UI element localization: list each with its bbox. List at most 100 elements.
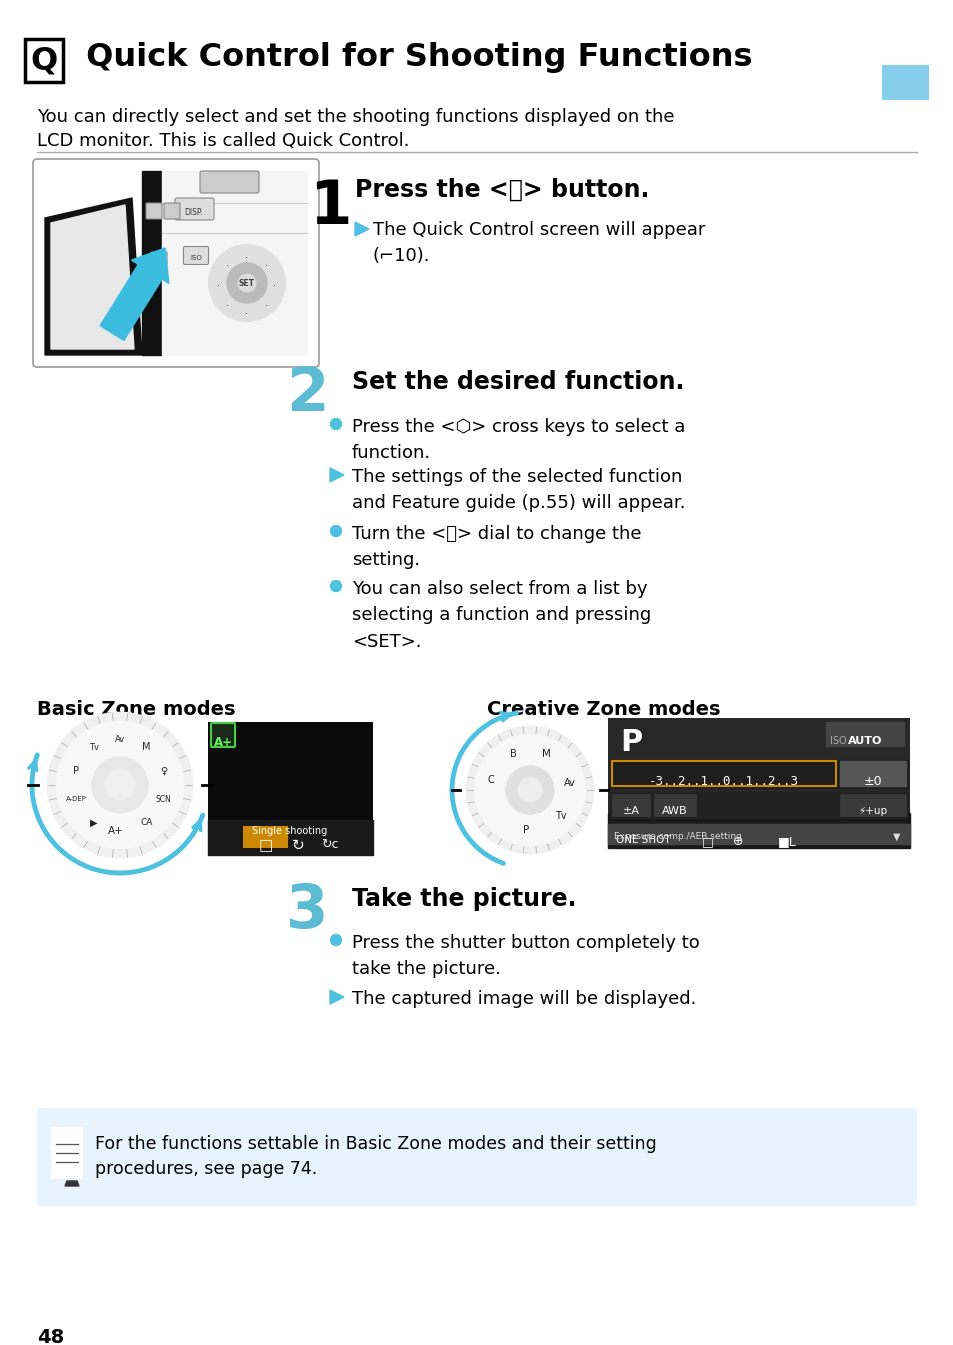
Text: .: . bbox=[226, 258, 229, 268]
Text: Press the <⬡> cross keys to select a
function.: Press the <⬡> cross keys to select a fun… bbox=[352, 418, 684, 463]
Bar bbox=[609, 760, 907, 788]
Text: For the functions settable in Basic Zone modes and their setting: For the functions settable in Basic Zone… bbox=[95, 1135, 656, 1153]
FancyBboxPatch shape bbox=[164, 203, 180, 219]
Polygon shape bbox=[65, 1181, 79, 1186]
Text: A-DEP: A-DEP bbox=[66, 796, 87, 802]
Bar bbox=[607, 718, 909, 847]
Polygon shape bbox=[100, 247, 169, 340]
Text: Tv: Tv bbox=[89, 742, 98, 752]
Text: ↻: ↻ bbox=[292, 838, 304, 853]
Polygon shape bbox=[330, 990, 344, 1003]
Polygon shape bbox=[355, 222, 369, 235]
FancyBboxPatch shape bbox=[151, 252, 167, 266]
Circle shape bbox=[91, 757, 148, 812]
Text: Press the <Ⓠ> button.: Press the <Ⓠ> button. bbox=[355, 178, 649, 202]
Text: .: . bbox=[265, 297, 268, 308]
Text: Set the desired function.: Set the desired function. bbox=[352, 370, 683, 394]
Text: Av: Av bbox=[563, 777, 575, 788]
Bar bbox=[243, 826, 288, 847]
Text: Press the shutter button completely to
take the picture.: Press the shutter button completely to t… bbox=[352, 933, 699, 978]
Text: ONE SHOT: ONE SHOT bbox=[616, 835, 670, 845]
Bar bbox=[825, 722, 903, 746]
Text: M: M bbox=[542, 749, 551, 759]
Text: LCD monitor. This is called Quick Control.: LCD monitor. This is called Quick Contro… bbox=[37, 132, 409, 151]
Text: AWB: AWB bbox=[661, 806, 687, 816]
Circle shape bbox=[57, 722, 183, 847]
Text: You can directly select and set the shooting functions displayed on the: You can directly select and set the shoo… bbox=[37, 108, 674, 126]
Bar bbox=[609, 792, 907, 818]
Bar bbox=[208, 722, 373, 855]
Text: P: P bbox=[73, 765, 79, 776]
Text: 1: 1 bbox=[309, 178, 351, 237]
Text: B: B bbox=[509, 749, 516, 759]
FancyBboxPatch shape bbox=[174, 198, 213, 221]
Bar bbox=[840, 794, 905, 816]
Text: □: □ bbox=[701, 835, 713, 847]
Text: ±0: ±0 bbox=[862, 775, 882, 788]
Text: 48: 48 bbox=[37, 1328, 64, 1345]
Bar bbox=[142, 171, 162, 355]
Text: Av: Av bbox=[114, 734, 125, 744]
Text: A+: A+ bbox=[108, 826, 124, 835]
Text: ⚡+up: ⚡+up bbox=[858, 806, 886, 816]
Text: ■L: ■L bbox=[778, 835, 796, 847]
Text: P: P bbox=[619, 728, 641, 757]
Text: ⊕: ⊕ bbox=[732, 835, 742, 847]
Bar bbox=[612, 794, 649, 816]
Bar bbox=[654, 794, 696, 816]
Text: You can also select from a list by
selecting a function and pressing
<SET>.: You can also select from a list by selec… bbox=[352, 580, 651, 651]
Text: Tv: Tv bbox=[555, 811, 566, 820]
Text: □: □ bbox=[258, 838, 273, 853]
Text: ISO: ISO bbox=[829, 736, 845, 746]
Bar bbox=[52, 1128, 82, 1178]
Polygon shape bbox=[45, 198, 142, 355]
Text: .: . bbox=[274, 278, 276, 288]
Polygon shape bbox=[51, 204, 133, 348]
Circle shape bbox=[105, 769, 135, 800]
Text: Q: Q bbox=[30, 44, 57, 77]
Circle shape bbox=[330, 526, 341, 537]
Text: C: C bbox=[488, 775, 495, 784]
FancyBboxPatch shape bbox=[211, 724, 234, 746]
Circle shape bbox=[505, 767, 554, 814]
Bar bbox=[37, 1108, 916, 1206]
Bar bbox=[882, 65, 928, 100]
Text: Quick Control for Shooting Functions: Quick Control for Shooting Functions bbox=[75, 42, 752, 73]
Text: Exposure comp./AEB setting: Exposure comp./AEB setting bbox=[614, 833, 741, 841]
FancyBboxPatch shape bbox=[33, 159, 318, 367]
Bar bbox=[607, 824, 909, 845]
Text: ↻c: ↻c bbox=[321, 838, 338, 851]
Text: Turn the <⛟> dial to change the
setting.: Turn the <⛟> dial to change the setting. bbox=[352, 525, 640, 569]
Text: Q: Q bbox=[156, 256, 161, 261]
Text: SCN: SCN bbox=[155, 795, 172, 804]
Text: ▼: ▼ bbox=[892, 833, 899, 842]
Text: .: . bbox=[245, 250, 248, 260]
FancyBboxPatch shape bbox=[183, 246, 209, 265]
Circle shape bbox=[330, 581, 341, 592]
Text: .: . bbox=[226, 297, 229, 308]
Circle shape bbox=[475, 734, 584, 845]
Circle shape bbox=[330, 418, 341, 429]
Circle shape bbox=[237, 274, 255, 292]
FancyBboxPatch shape bbox=[200, 171, 258, 192]
Bar bbox=[609, 822, 907, 845]
FancyBboxPatch shape bbox=[146, 203, 162, 219]
Text: 3: 3 bbox=[286, 882, 328, 942]
Circle shape bbox=[227, 264, 267, 303]
Text: Basic Zone modes: Basic Zone modes bbox=[37, 699, 235, 720]
Text: 2: 2 bbox=[285, 364, 328, 424]
Circle shape bbox=[209, 245, 285, 321]
Bar bbox=[162, 171, 307, 355]
Circle shape bbox=[517, 777, 541, 802]
Text: The captured image will be displayed.: The captured image will be displayed. bbox=[352, 990, 696, 1007]
Text: ♀: ♀ bbox=[160, 765, 167, 776]
Bar bbox=[607, 812, 909, 847]
Text: Single shooting: Single shooting bbox=[253, 826, 327, 837]
Text: DISP.: DISP. bbox=[185, 208, 203, 217]
Text: A+: A+ bbox=[213, 736, 233, 749]
Bar bbox=[208, 820, 373, 855]
Text: Take the picture.: Take the picture. bbox=[352, 886, 576, 911]
Text: ±A: ±A bbox=[622, 806, 639, 816]
Text: SET: SET bbox=[239, 278, 254, 288]
Polygon shape bbox=[330, 468, 344, 482]
